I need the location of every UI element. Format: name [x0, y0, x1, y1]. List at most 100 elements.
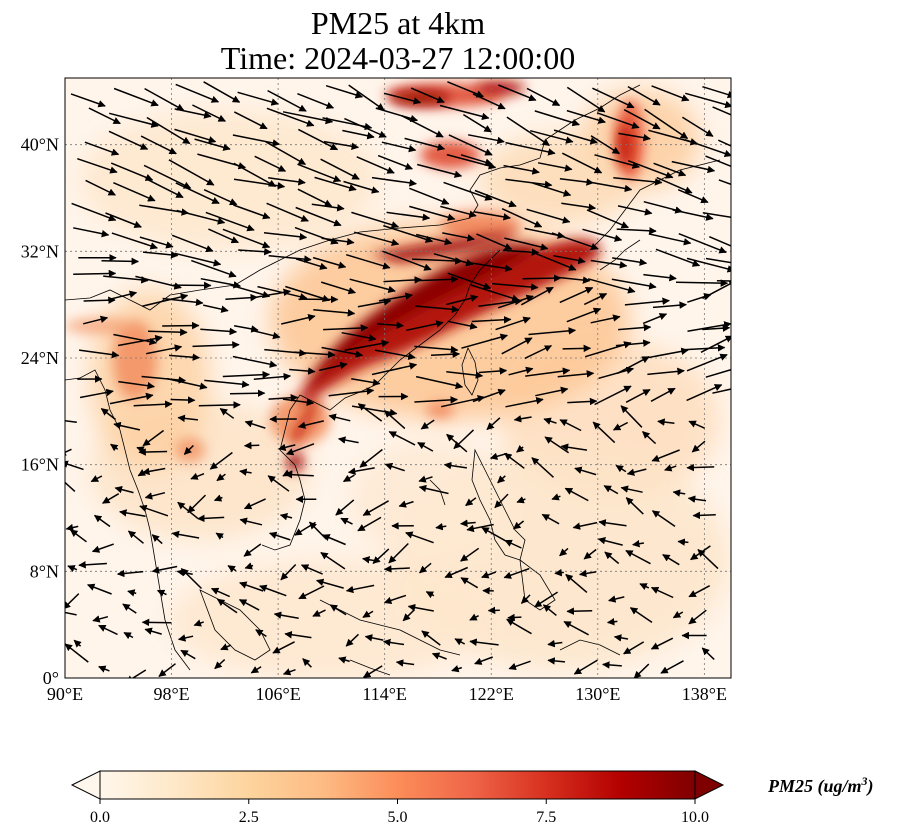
wind-arrow — [297, 163, 342, 183]
wind-arrow — [158, 663, 176, 677]
wind-arrow — [419, 562, 432, 574]
wind-arrow — [225, 293, 258, 302]
wind-arrow — [578, 569, 597, 578]
wind-arrow — [677, 538, 689, 546]
wind-arrow — [344, 339, 390, 351]
wind-arrow — [147, 328, 188, 336]
wind-arrow — [110, 443, 119, 452]
wind-arrow — [655, 248, 701, 267]
wind-arrow — [644, 108, 689, 140]
colorbar-tick-label: 0.0 — [90, 809, 110, 826]
wind-arrow — [107, 290, 138, 301]
wind-arrow — [688, 609, 707, 625]
wind-arrow — [263, 231, 308, 241]
wind-arrow — [469, 638, 499, 646]
wind-arrow — [142, 251, 179, 259]
wind-arrow — [282, 111, 334, 125]
wind-vectors — [65, 81, 731, 678]
wind-arrow — [371, 362, 418, 376]
wind-arrow — [702, 212, 731, 218]
wind-arrow — [526, 87, 561, 107]
wind-arrow — [683, 344, 726, 352]
lat-tick-label: 32°N — [21, 241, 59, 261]
colorbar-tick-label: 2.5 — [239, 809, 259, 826]
wind-arrow — [526, 208, 571, 224]
wind-arrow — [541, 513, 560, 525]
wind-arrow — [342, 129, 375, 140]
wind-arrow — [414, 275, 459, 284]
colorbar-label-close: ) — [867, 776, 874, 796]
wind-arrow — [141, 467, 166, 476]
wind-arrow — [113, 87, 159, 107]
wind-arrow — [180, 568, 203, 590]
wind-arrow — [337, 436, 359, 444]
wind-arrow — [328, 387, 375, 397]
wind-arrow — [551, 493, 561, 501]
wind-arrow — [498, 84, 537, 102]
wind-arrow — [405, 531, 434, 544]
wind-arrow — [279, 513, 293, 521]
wind-arrow — [554, 568, 564, 577]
wind-arrow — [381, 141, 417, 153]
wind-arrow — [239, 468, 252, 476]
wind-arrow — [123, 631, 134, 640]
wind-arrow — [430, 350, 461, 358]
wind-arrow — [409, 205, 456, 221]
wind-arrow — [342, 474, 355, 483]
wind-arrow — [643, 273, 677, 282]
wind-arrow — [320, 158, 360, 180]
wind-arrow — [604, 551, 620, 565]
wind-arrow — [114, 485, 134, 494]
wind-arrow — [144, 87, 185, 111]
wind-arrow — [265, 141, 307, 166]
wind-arrow — [272, 641, 295, 654]
wind-arrow — [504, 237, 549, 251]
wind-arrow — [537, 162, 573, 172]
wind-arrow — [162, 297, 204, 306]
wind-arrow — [561, 152, 603, 174]
wind-arrow — [446, 370, 484, 379]
wind-arrow — [535, 253, 577, 271]
wind-arrow — [151, 565, 178, 574]
wind-arrow — [349, 278, 396, 294]
wind-arrow — [273, 611, 299, 620]
wind-arrow — [553, 254, 586, 265]
wind-arrow — [417, 163, 463, 178]
wind-arrow — [298, 585, 325, 600]
wind-arrow — [143, 164, 192, 189]
wind-arrow — [469, 613, 479, 621]
wind-arrow — [656, 176, 693, 194]
wind-arrow — [285, 285, 331, 302]
wind-arrow — [508, 660, 531, 671]
wind-arrow — [513, 520, 525, 530]
wind-arrow — [174, 128, 217, 144]
wind-arrow — [294, 226, 339, 245]
wind-arrow — [285, 443, 315, 456]
wind-arrow — [559, 419, 582, 432]
wind-arrow — [460, 547, 480, 562]
wind-arrow — [320, 551, 346, 570]
wind-arrow — [357, 298, 392, 308]
wind-arrow — [471, 316, 512, 324]
wind-arrow — [582, 228, 623, 242]
wind-arrow — [364, 634, 384, 642]
wind-arrow — [524, 344, 553, 360]
wind-arrow — [77, 157, 118, 174]
wind-arrow — [146, 116, 191, 145]
wind-arrow — [410, 87, 445, 103]
wind-arrow — [321, 346, 364, 358]
wind-arrow — [197, 514, 225, 523]
wind-arrow — [65, 460, 84, 471]
lon-tick-label: 138°E — [682, 684, 727, 704]
wind-arrow — [383, 594, 407, 604]
colorbar-tick-label: 10.0 — [681, 809, 709, 826]
wind-arrow — [357, 403, 383, 422]
wind-arrow — [220, 643, 232, 651]
wind-arrow — [625, 549, 651, 565]
wind-arrow — [233, 178, 286, 190]
wind-arrow — [203, 189, 238, 206]
wind-arrow — [481, 526, 507, 542]
wind-arrow — [650, 586, 674, 599]
wind-arrow — [551, 232, 599, 251]
wind-arrow — [193, 619, 204, 627]
